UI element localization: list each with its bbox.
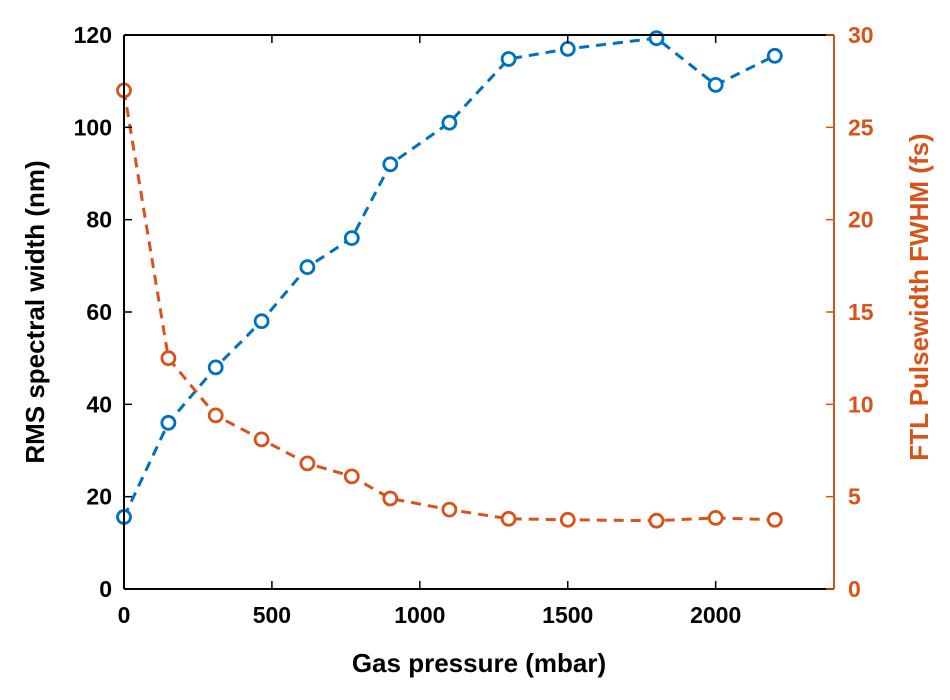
- series-1-point: [160, 414, 177, 431]
- left-y-tick-label: 100: [74, 114, 112, 140]
- axes: [123, 34, 835, 590]
- series-1-point: [500, 51, 517, 67]
- left-y-tick-label: 20: [86, 484, 112, 510]
- series-1-point: [299, 259, 316, 276]
- series-2-point: [299, 455, 316, 472]
- series-1-point: [648, 30, 665, 47]
- series-2-point: [648, 512, 665, 529]
- series-2-point: [382, 490, 399, 507]
- series-2-point: [160, 350, 177, 367]
- series-2-point: [707, 510, 724, 526]
- series-1-point: [207, 359, 224, 376]
- tick-labels: 0 500 1000 1500 2000 0 20 40 60 80 100 120 0 5 10 15 20 2…: [74, 22, 874, 628]
- series-1-point: [559, 41, 576, 57]
- right-y-tick-label: 0: [848, 576, 861, 602]
- series-2-point: [559, 511, 576, 528]
- series-1-point: [766, 47, 783, 64]
- right-y-tick-label: 5: [848, 484, 861, 510]
- plot-area: [116, 30, 783, 529]
- left-y-tick-label: 0: [99, 576, 112, 602]
- right-y-tick-label: 15: [848, 299, 874, 325]
- right-y-tick-label: 30: [848, 22, 874, 48]
- right-y-axis-title: FTL Pulsewidth FWHM (fs): [904, 133, 934, 460]
- series-2-point: [500, 510, 517, 527]
- series-1-point: [343, 230, 360, 247]
- series-1-point: [441, 114, 458, 131]
- x-tick-label: 500: [253, 602, 291, 628]
- series-2-point: [343, 468, 360, 485]
- right-y-tick-label: 20: [848, 207, 874, 233]
- left-y-tick-label: 80: [86, 207, 112, 233]
- left-y-tick-label: 60: [86, 299, 112, 325]
- series-2-point: [207, 407, 224, 424]
- right-y-tick-label: 10: [848, 391, 874, 417]
- series-2-point: [441, 501, 458, 518]
- left-y-tick-label: 40: [86, 391, 112, 417]
- right-y-tick-label: 25: [848, 114, 874, 140]
- series-2-point: [766, 511, 783, 528]
- series-1-point: [253, 313, 270, 330]
- x-tick-label: 1500: [542, 602, 593, 628]
- left-y-axis-title: RMS spectral width (nm): [20, 160, 50, 463]
- left-y-tick-label: 120: [74, 22, 112, 48]
- series-1-line: [122, 36, 776, 518]
- series-1-point: [382, 156, 399, 173]
- x-tick-label: 1000: [394, 602, 445, 628]
- series-2-line: [122, 90, 775, 523]
- x-tick-label: 2000: [690, 602, 741, 628]
- series-1-point: [707, 77, 724, 93]
- x-tick-label: 0: [118, 602, 131, 628]
- x-axis-title: Gas pressure (mbar): [352, 648, 606, 678]
- series-2-point: [253, 431, 270, 448]
